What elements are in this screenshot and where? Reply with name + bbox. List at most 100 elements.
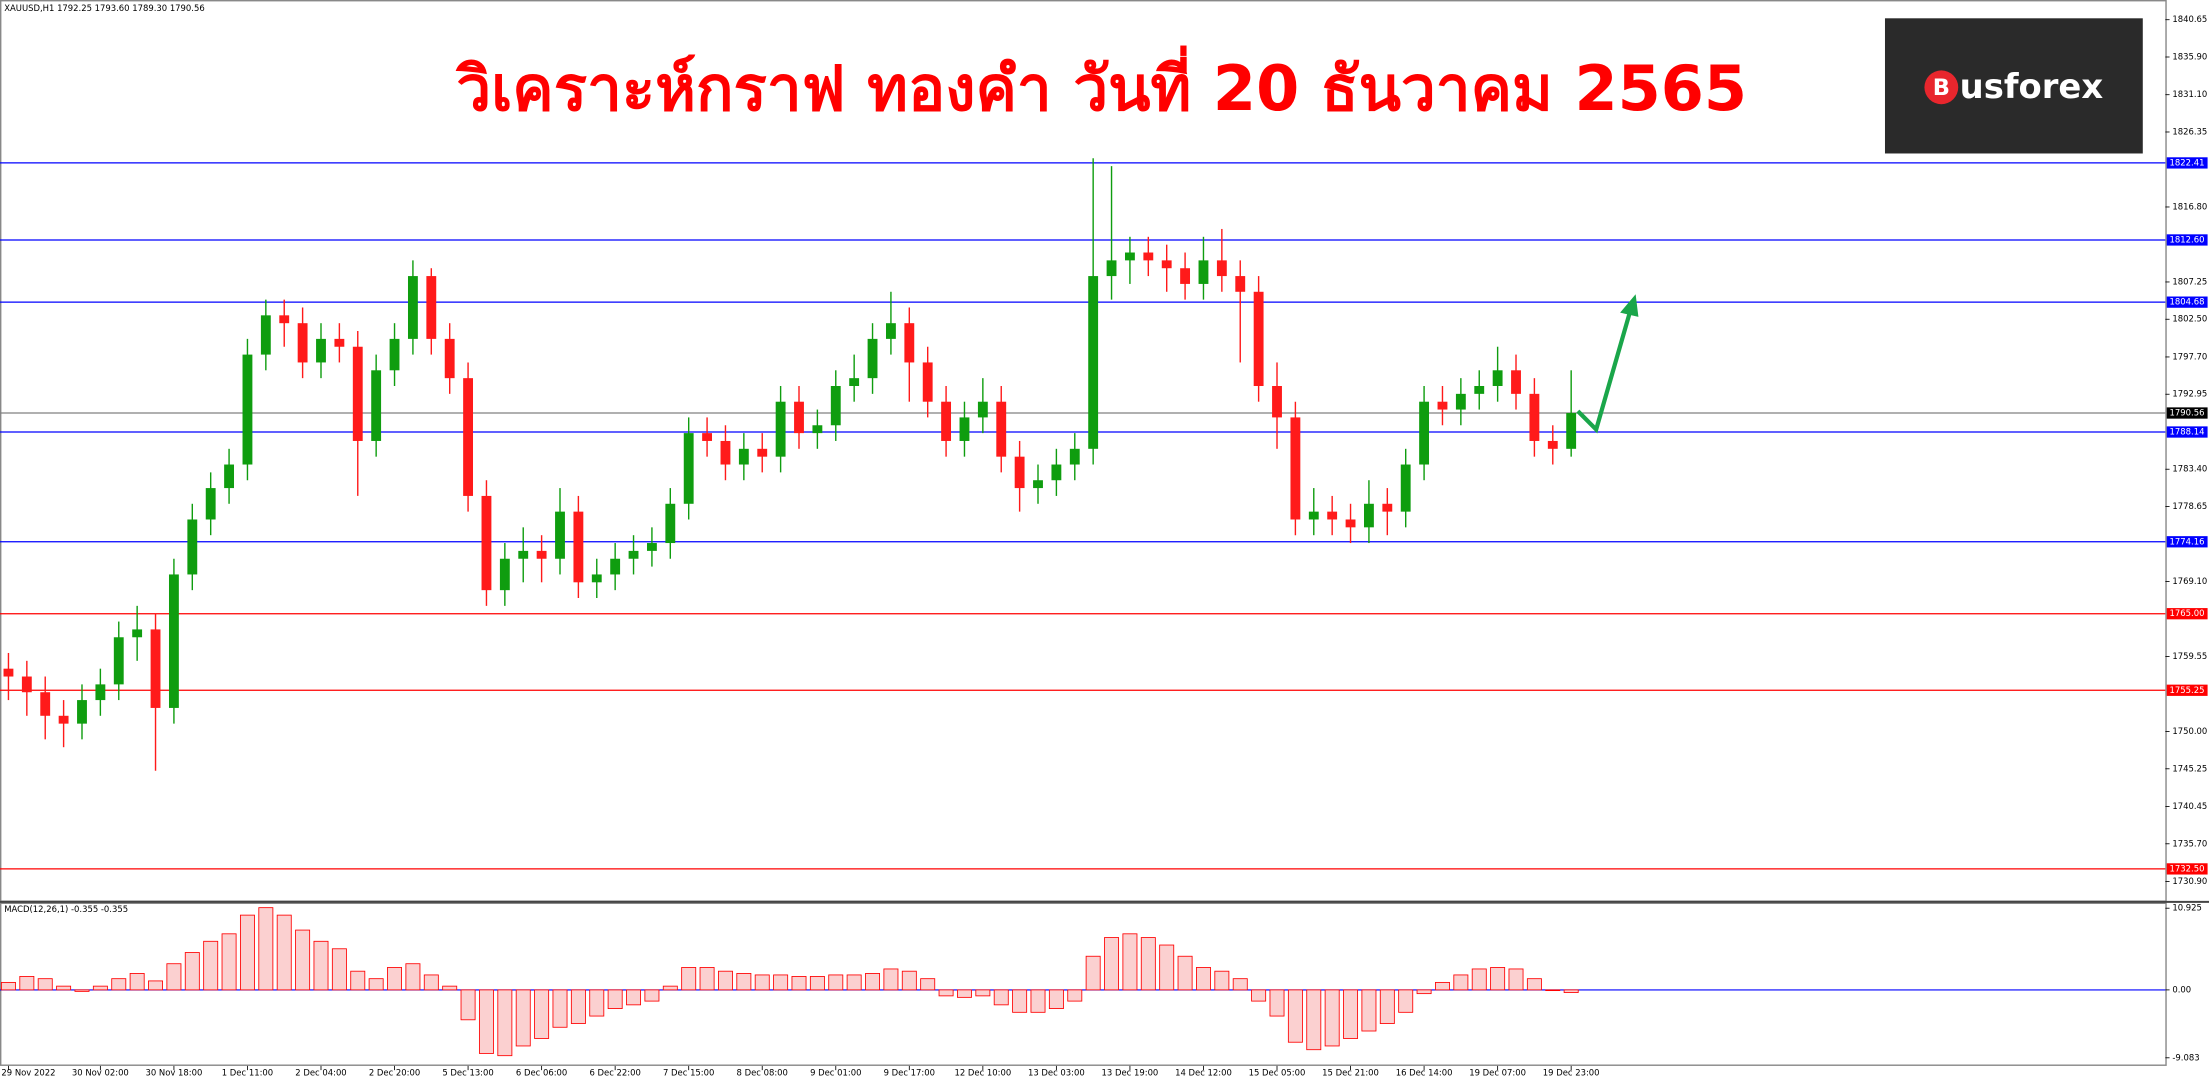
- macd-bar: [221, 933, 237, 991]
- macd-bar: [276, 914, 292, 991]
- macd-bar: [497, 989, 513, 1057]
- x-tick-label: 15 Dec 05:00: [1249, 1067, 1306, 1077]
- macd-bar: [166, 963, 182, 991]
- macd-bar: [626, 989, 642, 1006]
- macd-bar: [203, 940, 219, 991]
- candle-body: [812, 425, 823, 434]
- x-tick-label: 8 Dec 08:00: [737, 1067, 788, 1077]
- candle-body: [757, 448, 768, 457]
- candle-body: [867, 338, 878, 379]
- candle-body: [720, 440, 731, 465]
- candle-body: [977, 401, 988, 418]
- macd-bar: [754, 974, 770, 991]
- macd-bar: [1453, 974, 1469, 991]
- macd-bar: [644, 989, 660, 1002]
- candle-body: [959, 417, 970, 441]
- candle-body: [132, 629, 143, 638]
- level-label: 1822.41: [2170, 157, 2205, 167]
- macd-bar: [405, 963, 421, 991]
- macd-bar: [589, 989, 605, 1017]
- x-tick-label: 7 Dec 15:00: [663, 1067, 714, 1077]
- level-label-box: [2166, 407, 2208, 419]
- y-tick-label: 1831.10: [2172, 89, 2207, 99]
- macd-bar: [1526, 978, 1542, 991]
- candle-body: [1474, 386, 1485, 394]
- y-tick-label: 1826.35: [2172, 126, 2207, 136]
- candle-body: [1364, 503, 1374, 528]
- candle-body: [1014, 456, 1025, 489]
- candle-body: [1161, 260, 1172, 269]
- macd-panel-frame: [0, 902, 2167, 1066]
- macd-bar: [1196, 967, 1211, 991]
- candle-body: [1198, 260, 1209, 284]
- macd-bar: [699, 967, 715, 991]
- y-tick-label: 1778.65: [2172, 501, 2207, 511]
- y-tick-label: 1840.65: [2172, 14, 2207, 24]
- candle-body: [683, 433, 694, 504]
- x-tick-label: 14 Dec 12:00: [1175, 1067, 1232, 1077]
- macd-bar: [570, 989, 586, 1024]
- x-tick-label: 5 Dec 13:00: [442, 1067, 493, 1077]
- candle-body: [481, 495, 492, 591]
- x-tick-label: 1 Dec 11:00: [222, 1067, 273, 1077]
- candle-body: [1547, 440, 1558, 449]
- y-tick-label: 1792.95: [2172, 389, 2207, 399]
- macd-bar: [1508, 968, 1524, 991]
- macd-title: MACD(12,26,1) -0.355 -0.355: [4, 904, 128, 914]
- level-label: 1790.56: [2170, 408, 2205, 418]
- macd-bar: [662, 985, 678, 991]
- candle-body: [1069, 448, 1080, 465]
- candle-body: [77, 700, 87, 724]
- y-tick-label: 1835.90: [2172, 52, 2207, 62]
- candle-body: [113, 637, 124, 685]
- arrow-head: [1620, 294, 1639, 317]
- macd-bar: [1067, 989, 1083, 1002]
- candle-body: [499, 558, 510, 591]
- level-label-box: [2166, 426, 2208, 438]
- macd-bar: [1012, 989, 1028, 1013]
- macd-bar: [1048, 989, 1064, 1010]
- macd-bar: [1159, 944, 1175, 991]
- candle-body: [1235, 276, 1246, 292]
- candle-body: [444, 338, 455, 379]
- macd-bar: [368, 978, 384, 991]
- candle-body: [1419, 401, 1430, 465]
- macd-bar: [1379, 989, 1395, 1024]
- level-label: 1765.00: [2170, 608, 2205, 618]
- macd-bar: [74, 989, 90, 992]
- candle-body: [371, 370, 382, 441]
- symbol-info: XAUUSD,H1 1792.25 1793.60 1789.30 1790.5…: [4, 3, 205, 13]
- y-tick-label: 1745.25: [2172, 763, 2207, 773]
- x-tick-label: 2 Dec 20:00: [369, 1067, 420, 1077]
- macd-bar: [607, 989, 623, 1010]
- candle-body: [168, 574, 179, 708]
- logo-badge: [1924, 70, 1959, 105]
- x-tick-label: 2 Dec 04:00: [295, 1067, 346, 1077]
- candle-body: [1400, 464, 1411, 512]
- x-tick-label: 9 Dec 17:00: [884, 1067, 935, 1077]
- macd-bar: [1398, 989, 1414, 1013]
- y-tick-label: 1807.25: [2172, 276, 2207, 286]
- macd-bar: [460, 989, 476, 1021]
- macd-bar: [1545, 989, 1561, 992]
- level-label: 1755.25: [2170, 685, 2205, 695]
- candle-body: [150, 629, 161, 708]
- candle-body: [1290, 417, 1301, 520]
- x-tick-label: 19 Dec 07:00: [1469, 1067, 1526, 1077]
- candle-body: [1088, 276, 1099, 449]
- macd-bar: [423, 974, 439, 991]
- y-tick-label: 1783.40: [2172, 464, 2207, 474]
- candle-body: [555, 511, 565, 559]
- candle-body: [1143, 252, 1154, 261]
- y-tick-label: -9.083: [2172, 1052, 2199, 1062]
- macd-bar: [993, 989, 1009, 1006]
- macd-bar: [1563, 989, 1579, 993]
- candle-body: [665, 503, 676, 544]
- candle-body: [58, 715, 69, 724]
- candle-body: [95, 684, 106, 701]
- candle-body: [702, 433, 713, 441]
- macd-bar: [331, 948, 347, 991]
- candle-body: [1106, 260, 1117, 277]
- candle-body: [279, 315, 290, 324]
- macd-bar: [1122, 933, 1138, 991]
